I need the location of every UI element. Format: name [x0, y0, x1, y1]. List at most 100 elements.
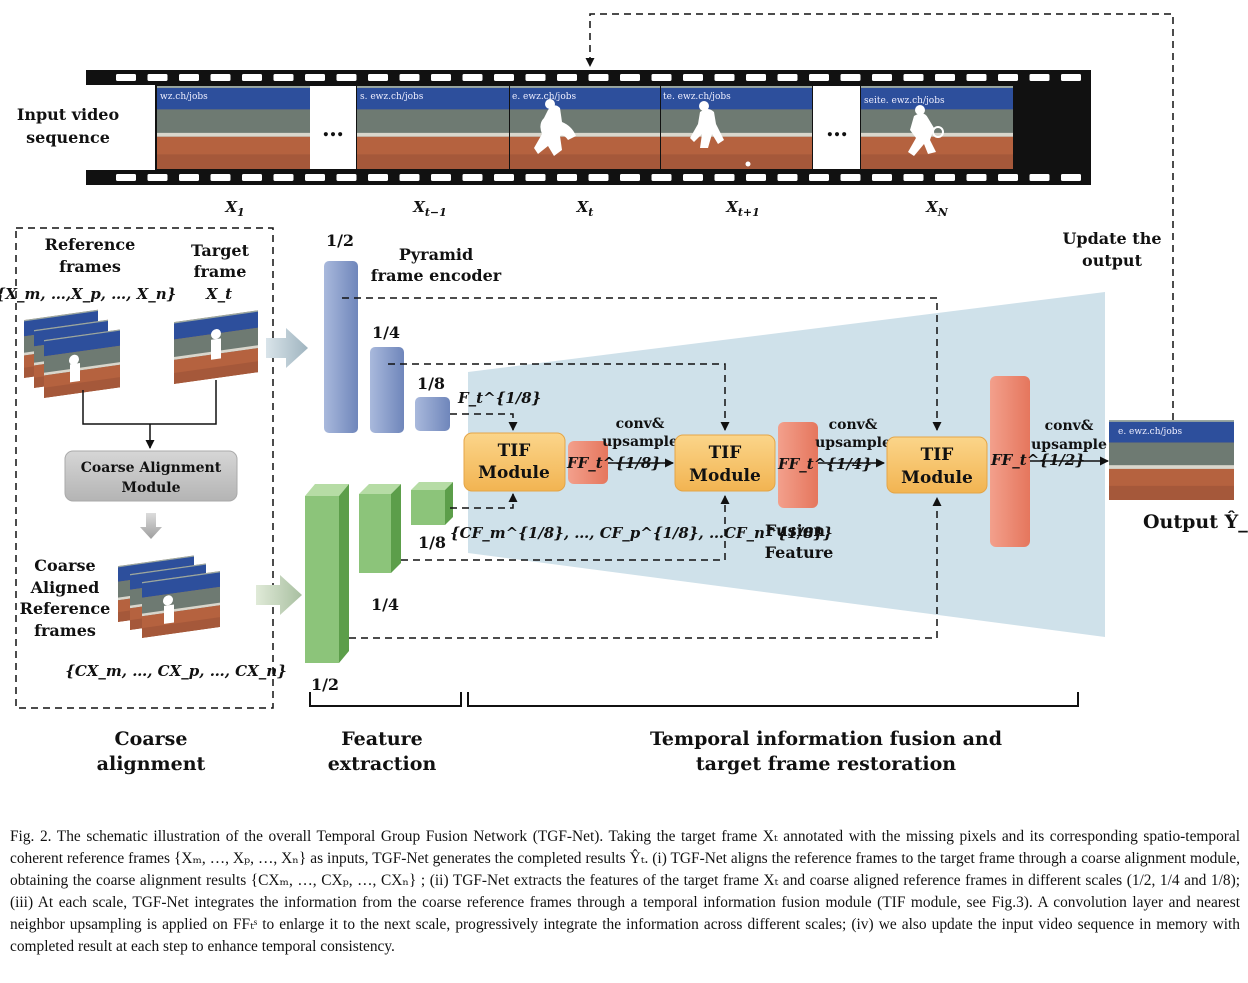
film-perforation: [746, 74, 766, 81]
frame-label-xt: Xt: [576, 198, 594, 219]
film-perforation: [557, 174, 577, 181]
reference-frames-line1: Reference: [45, 235, 136, 254]
encoder-green-quarter: [359, 484, 401, 573]
input-title-line2: sequence: [26, 128, 110, 147]
film-perforation: [840, 74, 861, 81]
tif-label-3: TIF: [921, 445, 954, 465]
section-feature-line2: extraction: [328, 753, 437, 775]
film-perforation: [777, 74, 798, 81]
figure-caption: Fig. 2. The schematic illustration of th…: [10, 828, 1240, 955]
tif-module-half: [886, 436, 988, 494]
film-perforation: [683, 174, 703, 181]
tif-label-1: TIF: [498, 441, 531, 461]
cf-set: {CF_m^{1/8}, …, CF_p^{1/8}, …CF_n^{1/8}}: [450, 524, 833, 542]
aligned-line3: Reference: [20, 599, 111, 618]
film-perforation: [714, 74, 735, 81]
film-perforation: [620, 74, 640, 81]
coarse-module-line1: Coarse Alignment: [81, 460, 222, 476]
conv-label-2-line2: upsample: [815, 435, 891, 451]
tif-module-label-2: Module: [689, 466, 761, 486]
encoder-title-line2: frame encoder: [371, 266, 502, 285]
film-perforation: [179, 74, 199, 81]
film-perforation: [620, 174, 640, 181]
film-perforation: [525, 174, 546, 181]
tif-module-quarter: [674, 434, 776, 492]
film-perforation: [116, 174, 136, 181]
output-frame: e. ewz.ch/jobs: [1109, 420, 1234, 500]
aligned-line4: frames: [34, 621, 96, 640]
film-perforation: [998, 174, 1018, 181]
film-perforation: [494, 174, 514, 181]
scale-quarter-top: 1/4: [372, 323, 400, 342]
film-perforation: [368, 74, 388, 81]
film-perforation: [116, 74, 136, 81]
coarse-alignment-module: [64, 450, 238, 502]
target-frame-line1: Target: [191, 241, 250, 260]
film-perforation: [777, 174, 798, 181]
reference-frames-stack: [24, 309, 120, 398]
film-perforation: [210, 174, 231, 181]
encoder-title-line1: Pyramid: [399, 245, 473, 264]
film-perforation: [336, 174, 357, 181]
conv-label-3-line1: conv&: [1045, 418, 1094, 434]
ff-half-block: [990, 376, 1030, 547]
section-coarse-line1: Coarse: [115, 728, 188, 750]
scale-eighth-top: 1/8: [417, 374, 445, 393]
reference-set: {X_m, …,X_p, …, X_n}: [0, 285, 176, 303]
film-perforation: [746, 174, 766, 181]
film-perforation: [305, 174, 325, 181]
film-perforation: [399, 174, 420, 181]
film-perforation: [399, 74, 420, 81]
aligned-set: {CX_m, …, CX_p, …, CX_n}: [65, 662, 287, 680]
ellipsis-2: …: [826, 116, 848, 142]
encoder-blue-half: [324, 261, 358, 433]
film-perforation: [1029, 174, 1050, 181]
scale-quarter-bottom: 1/4: [371, 595, 399, 614]
target-to-encoder-arrow: [266, 328, 308, 368]
encoder-blue-quarter: [370, 347, 404, 433]
fusion-feature-line2: Feature: [765, 543, 834, 562]
film-perforation: [273, 74, 294, 81]
film-perforation: [336, 74, 357, 81]
ff-quarter-label: FF_t^{1/4}: [777, 455, 872, 473]
film-perforation: [809, 74, 829, 81]
banner-text-1: wz.ch/jobs: [160, 92, 208, 102]
film-perforation: [1061, 174, 1081, 181]
tif-label-2: TIF: [709, 443, 742, 463]
ff-half-label: FF_t^{1/2}: [990, 451, 1085, 469]
film-perforation: [1061, 74, 1081, 81]
film-perforation: [966, 74, 987, 81]
down-arrow: [140, 513, 162, 539]
film-perforation: [431, 174, 451, 181]
film-perforation: [147, 74, 168, 81]
film-perforation: [903, 74, 924, 81]
target-frame-var: X_t: [205, 285, 232, 303]
film-perforation: [273, 174, 294, 181]
film-perforation: [462, 74, 483, 81]
film-perforation: [210, 74, 231, 81]
film-perforation: [305, 74, 325, 81]
encoder-blue-eighth: [415, 397, 450, 431]
encoder-green-half: [305, 484, 349, 663]
conv-label-1-line2: upsample: [602, 434, 678, 450]
film-perforation: [651, 74, 672, 81]
scale-half-bottom: 1/2: [311, 675, 339, 694]
conv-label-3-line2: upsample: [1031, 437, 1107, 453]
film-perforation: [966, 174, 987, 181]
aligned-to-encoder-arrow: [256, 575, 302, 615]
film-perforation: [998, 74, 1018, 81]
film-perforation: [809, 174, 829, 181]
section-coarse-line2: alignment: [97, 753, 206, 775]
aligned-line2: Aligned: [30, 578, 100, 597]
coarse-alignment-box: [15, 227, 274, 709]
section-temporal-line1: Temporal information fusion and: [650, 728, 1002, 750]
banner-text-5: seite. ewz.ch/jobs: [864, 96, 945, 106]
banner-text-3: e. ewz.ch/jobs: [512, 92, 577, 102]
film-perforation: [431, 74, 451, 81]
film-perforation: [935, 174, 955, 181]
film-perforation: [462, 174, 483, 181]
scale-eighth-bottom: 1/8: [418, 533, 446, 552]
coarse-module-line2: Module: [121, 480, 180, 496]
target-frame-thumb: [174, 310, 258, 384]
film-perforation: [525, 74, 546, 81]
